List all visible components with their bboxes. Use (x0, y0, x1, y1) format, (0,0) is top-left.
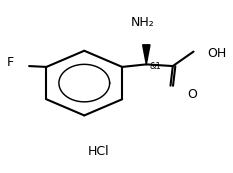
Text: HCl: HCl (87, 145, 109, 158)
Text: OH: OH (207, 47, 226, 60)
Text: NH₂: NH₂ (131, 16, 155, 29)
Text: F: F (7, 56, 14, 69)
Text: &1: &1 (150, 62, 162, 71)
Polygon shape (143, 45, 150, 64)
Text: O: O (188, 88, 197, 101)
